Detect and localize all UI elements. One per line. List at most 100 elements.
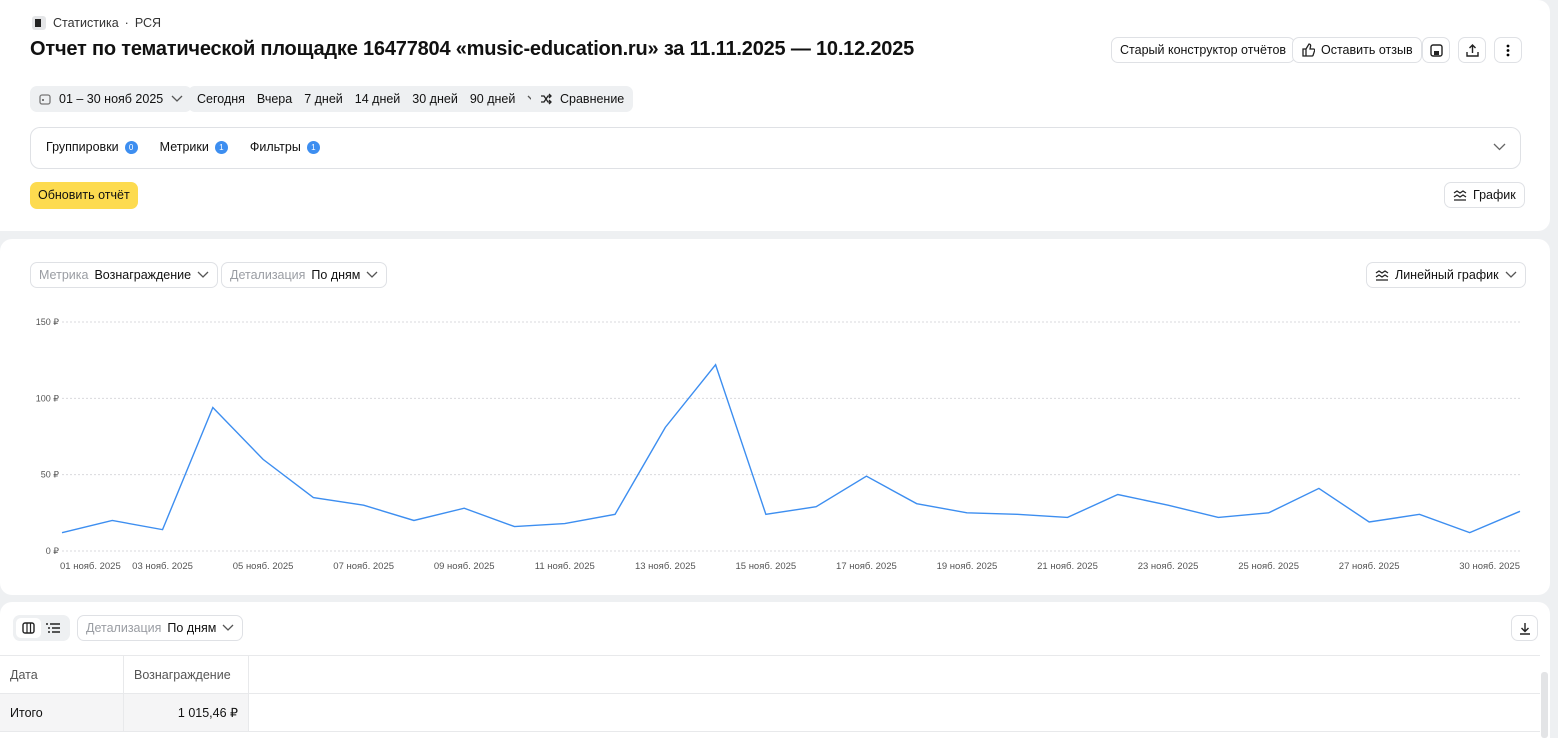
chevron	[197, 271, 209, 278]
settings-panel: Группировки 0 Метрики 1 Фильтры 1	[30, 127, 1521, 169]
settings-tab-label: Группировки	[46, 140, 119, 154]
report-title: Отчет по тематической площадке 16477804 …	[30, 38, 915, 60]
x-tick-label: 30 нояб. 2025	[1459, 561, 1520, 572]
compare-button[interactable]: Сравнение	[531, 86, 634, 112]
share-icon	[1465, 43, 1479, 57]
chart-toggle-label: График	[1473, 188, 1516, 202]
settings-tab[interactable]: Фильтры 1	[250, 140, 320, 154]
settings-tab-count: 1	[306, 141, 320, 154]
detail-select-label: Детализация	[230, 268, 306, 282]
x-tick-label: 23 нояб. 2025	[1138, 561, 1199, 572]
period-preset[interactable]: 90 дней	[469, 92, 516, 106]
period-preset[interactable]: 7 дней	[304, 92, 343, 106]
detail-select[interactable]: Детализация По дням	[221, 262, 388, 288]
more-icon	[1506, 44, 1510, 56]
x-tick-label: 27 нояб. 2025	[1339, 561, 1400, 572]
data-line	[61, 363, 1521, 534]
settings-tab-label: Фильтры	[249, 140, 301, 154]
chart-type-select[interactable]: Линейный график	[1366, 262, 1526, 288]
detail-select-value: По дням	[311, 268, 361, 282]
x-tick-label: 05 нояб. 2025	[233, 561, 294, 572]
period-preset[interactable]: 14 дней	[354, 92, 401, 106]
shuffle-icon	[541, 93, 552, 105]
more-button[interactable]	[1494, 37, 1522, 63]
settings-tab-count: 1	[214, 141, 228, 154]
period-presets: Сегодня Вчера 7 дней 14 дней 30 дней 90 дней	[188, 86, 549, 112]
expand-chevron[interactable]	[1493, 143, 1506, 152]
scrollbar	[1541, 672, 1548, 738]
tree-view-button[interactable]	[45, 622, 61, 634]
chart-card: Метрика Вознаграждение Детализация По дням…	[0, 239, 1550, 595]
old-constructor-button[interactable]: Старый конструктор отчётов	[1111, 37, 1296, 63]
y-tick-label: 50 ₽	[41, 470, 60, 480]
feedback-label: Оставить отзыв	[1321, 43, 1413, 57]
data-table: Дата Вознаграждение Итого 1 015,46 ₽	[0, 656, 1540, 738]
view-switch	[13, 615, 70, 641]
table-view-button[interactable]	[16, 618, 41, 638]
share-button[interactable]	[1458, 37, 1486, 63]
report-header: Статистика · РСЯ Отчет по тематической пло…	[0, 0, 1550, 231]
calendar-icon	[39, 94, 51, 105]
breadcrumb-icon	[32, 16, 46, 30]
y-tick-label: 0 ₽	[46, 546, 60, 556]
x-tick-label: 09 нояб. 2025	[434, 561, 495, 572]
x-tick-label: 11 нояб. 2025	[535, 561, 595, 572]
metric-select-label: Метрика	[39, 268, 89, 282]
compare-label: Сравнение	[560, 92, 625, 106]
settings-tab[interactable]: Группировки 0	[46, 140, 138, 154]
total-value: 1 015,46 ₽	[124, 694, 249, 732]
x-tick-label: 15 нояб. 2025	[735, 561, 796, 572]
x-tick-label: 13 нояб. 2025	[635, 561, 696, 572]
settings-tab[interactable]: Метрики 1	[160, 140, 228, 154]
date-range: 01 – 30 нояб 2025	[59, 92, 164, 106]
download-button[interactable]	[1511, 615, 1538, 641]
x-tick-label: 17 нояб. 2025	[836, 561, 897, 572]
chart-type-label: Линейный график	[1395, 268, 1499, 282]
metric-select-value: Вознаграждение	[94, 268, 192, 282]
chevron	[366, 271, 378, 278]
x-tick-label: 25 нояб. 2025	[1238, 561, 1299, 572]
header-filler	[249, 656, 1540, 694]
breadcrumb: Статистика · РСЯ	[31, 15, 161, 31]
settings-tabs: Группировки 0 Метрики 1 Фильтры 1	[46, 140, 320, 154]
x-tick-label: 07 нояб. 2025	[333, 561, 394, 572]
metric-select[interactable]: Метрика Вознаграждение	[30, 262, 219, 288]
period-preset[interactable]: Вчера	[256, 92, 293, 106]
x-tick-label: 19 нояб. 2025	[937, 561, 998, 572]
feedback-button[interactable]: Оставить отзыв	[1292, 37, 1422, 63]
table-detail-label: Детализация	[86, 621, 162, 635]
period-preset[interactable]: 30 дней	[412, 92, 458, 106]
chart-icon	[1453, 190, 1467, 201]
total-label: Итого	[0, 694, 124, 732]
table-detail-value: По дням	[167, 621, 217, 635]
table-card: Детализация По дням Дата Вознаграждение Ито…	[0, 602, 1550, 738]
table-top-border	[0, 655, 1540, 656]
y-tick-label: 100 ₽	[36, 393, 60, 403]
row-filler	[249, 694, 1540, 732]
settings-tab-label: Метрики	[159, 140, 209, 154]
date-range-picker[interactable]: 01 – 30 нояб 2025	[30, 86, 193, 112]
settings-tab-count: 0	[124, 141, 138, 154]
table-detail-select[interactable]: Детализация По дням	[77, 615, 244, 641]
chevron	[222, 624, 234, 631]
breadcrumb-subsection[interactable]: РСЯ	[134, 16, 162, 30]
like-icon	[1302, 43, 1315, 57]
chevron	[171, 95, 183, 102]
line-chart: 0 ₽ 50 ₽ 100 ₽ 150 ₽ 01 нояб. 2025 03 нояб. 2…	[36, 317, 1521, 572]
download-icon	[1519, 622, 1530, 635]
chart-toggle-button[interactable]: График	[1444, 182, 1525, 208]
x-tick-label: 03 нояб. 2025	[132, 561, 193, 572]
column-header: Дата	[0, 656, 124, 694]
chart-icon	[1375, 270, 1389, 281]
x-tick-label: 01 нояб. 2025	[60, 561, 121, 572]
column-header: Вознаграждение	[124, 656, 249, 694]
breadcrumb-section[interactable]: Статистика	[53, 16, 119, 30]
period-preset[interactable]: Сегодня	[197, 92, 245, 106]
chevron	[1505, 271, 1517, 278]
save-icon	[1429, 43, 1443, 57]
save-button[interactable]	[1422, 37, 1450, 63]
x-tick-label: 21 нояб. 2025	[1037, 561, 1098, 572]
y-tick-label: 150 ₽	[36, 317, 60, 327]
update-report-button[interactable]: Обновить отчёт	[30, 182, 138, 209]
